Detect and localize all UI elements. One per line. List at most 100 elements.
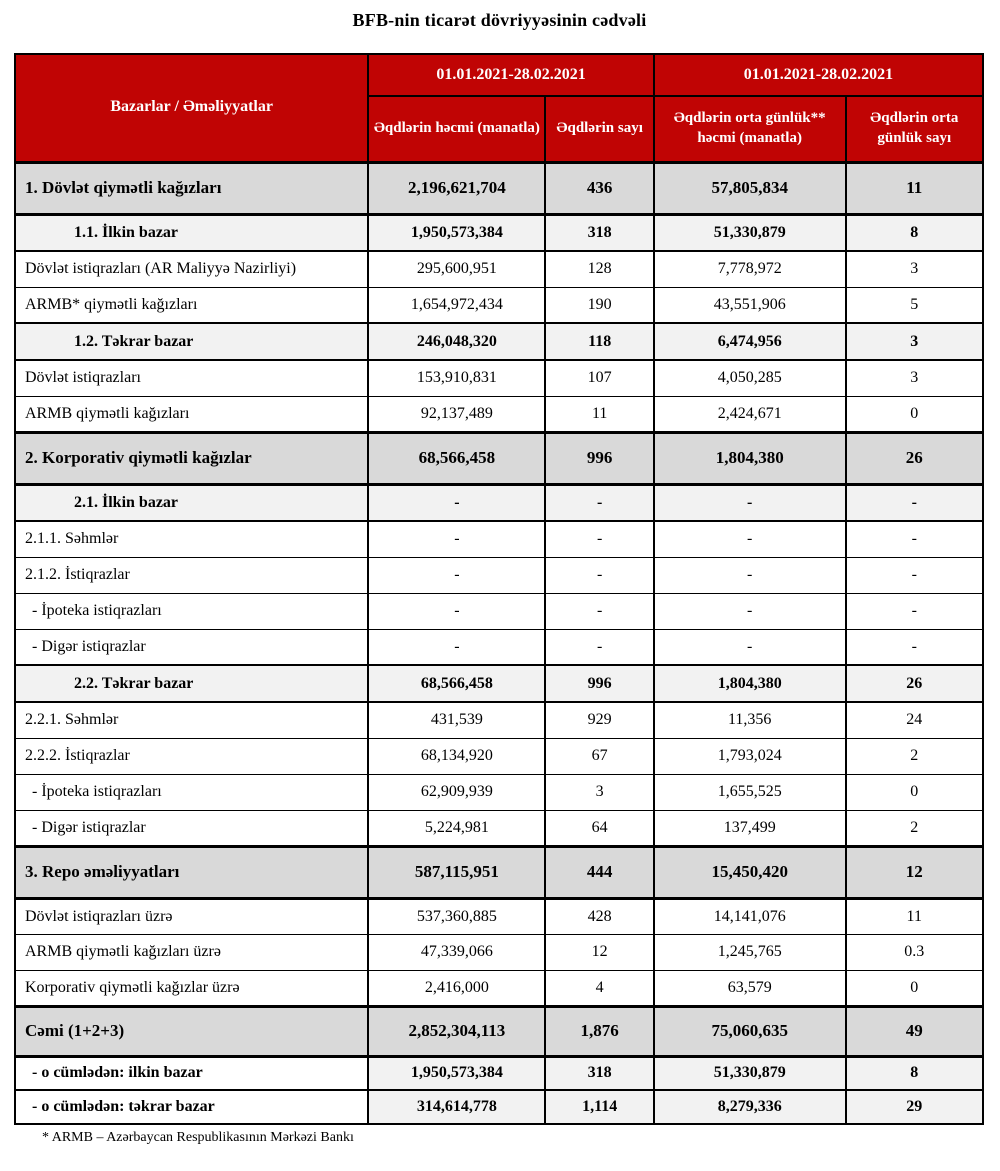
cell-value: 11 xyxy=(544,395,655,433)
table-row: 2.2.2. İstiqrazlar 68,134,920 67 1,793,024 2 xyxy=(13,737,985,775)
footnote: * ARMB – Azərbaycan Respublikasının Mərk… xyxy=(42,1130,354,1145)
row-label: Korporativ qiymətli kağızlar üzrə xyxy=(13,969,370,1007)
cell-value: 0 xyxy=(844,969,985,1007)
cell-value: 47,339,066 xyxy=(367,933,547,971)
cell-value: - xyxy=(367,483,547,522)
cell-value: - xyxy=(544,483,655,522)
row-label: - o cümlədən: təkrar bazar xyxy=(13,1089,370,1125)
cell-value: 4 xyxy=(544,969,655,1007)
cell-value: 2 xyxy=(844,737,985,775)
cell-value: 128 xyxy=(544,250,655,288)
cell-value: 4,050,285 xyxy=(652,359,847,397)
cell-value: 6,474,956 xyxy=(652,322,847,361)
cell-value: - xyxy=(544,628,655,666)
row-label: 3. Repo əməliyyatları xyxy=(13,844,370,900)
table-row: 2. Korporativ qiymətli kağızlar 68,566,45… xyxy=(13,430,985,486)
table-row: Korporativ qiymətli kağızlar üzrə 2,416,0… xyxy=(13,969,985,1007)
cell-value: 11 xyxy=(844,160,985,216)
cell-value: 436 xyxy=(544,160,655,216)
cell-value: 118 xyxy=(544,322,655,361)
cell-value: 318 xyxy=(544,213,655,252)
cell-value: - xyxy=(844,520,985,558)
cell-value: 314,614,778 xyxy=(367,1089,547,1125)
cell-value: 64 xyxy=(544,809,655,847)
cell-value: 246,048,320 xyxy=(367,322,547,361)
cell-value: 3 xyxy=(844,250,985,288)
row-label: Dövlət istiqrazları xyxy=(13,359,370,397)
table-row: ARMB* qiymətli kağızları 1,654,972,434 190… xyxy=(13,286,985,324)
cell-value: 1,114 xyxy=(544,1089,655,1125)
cell-value: - xyxy=(844,483,985,522)
cell-value: 68,134,920 xyxy=(367,737,547,775)
cell-value: 24 xyxy=(844,701,985,739)
cell-value: - xyxy=(652,592,847,630)
cell-value: 428 xyxy=(544,897,655,935)
cell-value: - xyxy=(367,628,547,666)
cell-value: 15,450,420 xyxy=(652,844,847,900)
header-row-columns: Əqdlərin həcmi (manatla) Əqdlərin sayı Ə… xyxy=(15,95,985,164)
cell-value: 3 xyxy=(844,322,985,361)
table-body: 1. Dövlət qiymətli kağızları 2,196,621,70… xyxy=(13,160,985,1125)
header-col-deal-count: Əqdlərin sayı xyxy=(544,95,655,164)
cell-value: 75,060,635 xyxy=(652,1004,847,1058)
cell-value: - xyxy=(652,520,847,558)
cell-value: 11 xyxy=(844,897,985,935)
table-row: - İpoteka istiqrazları 62,909,939 3 1,655,5… xyxy=(13,773,985,811)
cell-value: 67 xyxy=(544,737,655,775)
cell-value: 137,499 xyxy=(652,809,847,847)
cell-value: 43,551,906 xyxy=(652,286,847,324)
cell-value: 57,805,834 xyxy=(652,160,847,216)
cell-value: 1,950,573,384 xyxy=(367,213,547,252)
cell-value: 3 xyxy=(544,773,655,811)
cell-value: 92,137,489 xyxy=(367,395,547,433)
cell-value: 8 xyxy=(844,213,985,252)
header-col-avg-daily-volume: Əqdlərin orta günlük** həcmi (manatla) xyxy=(652,95,847,164)
cell-value: 68,566,458 xyxy=(367,430,547,486)
cell-value: - xyxy=(367,592,547,630)
table-row: 2.2. Təkrar bazar 68,566,458 996 1,804,380 2… xyxy=(13,664,985,703)
cell-value: - xyxy=(652,628,847,666)
cell-value: 2,852,304,113 xyxy=(367,1004,547,1058)
cell-value: 2,416,000 xyxy=(367,969,547,1007)
cell-value: 68,566,458 xyxy=(367,664,547,703)
table-row: - Digər istiqrazlar - - - - xyxy=(13,628,985,666)
row-label: ARMB qiymətli kağızları üzrə xyxy=(13,933,370,971)
row-label: - İpoteka istiqrazları xyxy=(13,773,370,811)
row-label: 2.2.1. Səhmlər xyxy=(13,701,370,739)
cell-value: 190 xyxy=(544,286,655,324)
cell-value: - xyxy=(367,520,547,558)
cell-value: 0 xyxy=(844,773,985,811)
cell-value: - xyxy=(544,520,655,558)
table-row: Dövlət istiqrazları üzrə 537,360,885 428 14… xyxy=(13,897,985,935)
table-row: 2.2.1. Səhmlər 431,539 929 11,356 24 xyxy=(13,701,985,739)
cell-value: 0 xyxy=(844,395,985,433)
cell-value: 14,141,076 xyxy=(652,897,847,935)
table-row: - o cümlədən: təkrar bazar 314,614,778 1,1… xyxy=(13,1089,985,1125)
cell-value: 1,655,525 xyxy=(652,773,847,811)
cell-value: 1,245,765 xyxy=(652,933,847,971)
table-row: 2.1.2. İstiqrazlar - - - - xyxy=(13,556,985,594)
cell-value: 5 xyxy=(844,286,985,324)
cell-value: 0.3 xyxy=(844,933,985,971)
cell-value: 1,804,380 xyxy=(652,430,847,486)
table-row: 1.1. İlkin bazar 1,950,573,384 318 51,330,8… xyxy=(13,213,985,252)
cell-value: - xyxy=(367,556,547,594)
row-label: - Digər istiqrazlar xyxy=(13,628,370,666)
cell-value: 51,330,879 xyxy=(652,213,847,252)
cell-value: - xyxy=(844,592,985,630)
header-markets-operations: Bazarlar / Əməliyyatlar xyxy=(13,53,370,164)
cell-value: 1,654,972,434 xyxy=(367,286,547,324)
cell-value: - xyxy=(652,556,847,594)
row-label: 1.2. Təkrar bazar xyxy=(13,322,370,361)
header-col-deal-volume: Əqdlərin həcmi (manatla) xyxy=(367,95,547,164)
row-label: ARMB qiymətli kağızları xyxy=(13,395,370,433)
table-row: - İpoteka istiqrazları - - - - xyxy=(13,592,985,630)
cell-value: 107 xyxy=(544,359,655,397)
page-title: BFB-nin ticarət dövriyyəsinin cədvəli xyxy=(352,10,647,30)
table-row: - Digər istiqrazlar 5,224,981 64 137,499 2 xyxy=(13,809,985,847)
row-label: Dövlət istiqrazları üzrə xyxy=(13,897,370,935)
cell-value: 1,804,380 xyxy=(652,664,847,703)
row-label: 2.1.2. İstiqrazlar xyxy=(13,556,370,594)
table-row: Cəmi (1+2+3) 2,852,304,113 1,876 75,060,635… xyxy=(13,1004,985,1058)
cell-value: - xyxy=(544,556,655,594)
